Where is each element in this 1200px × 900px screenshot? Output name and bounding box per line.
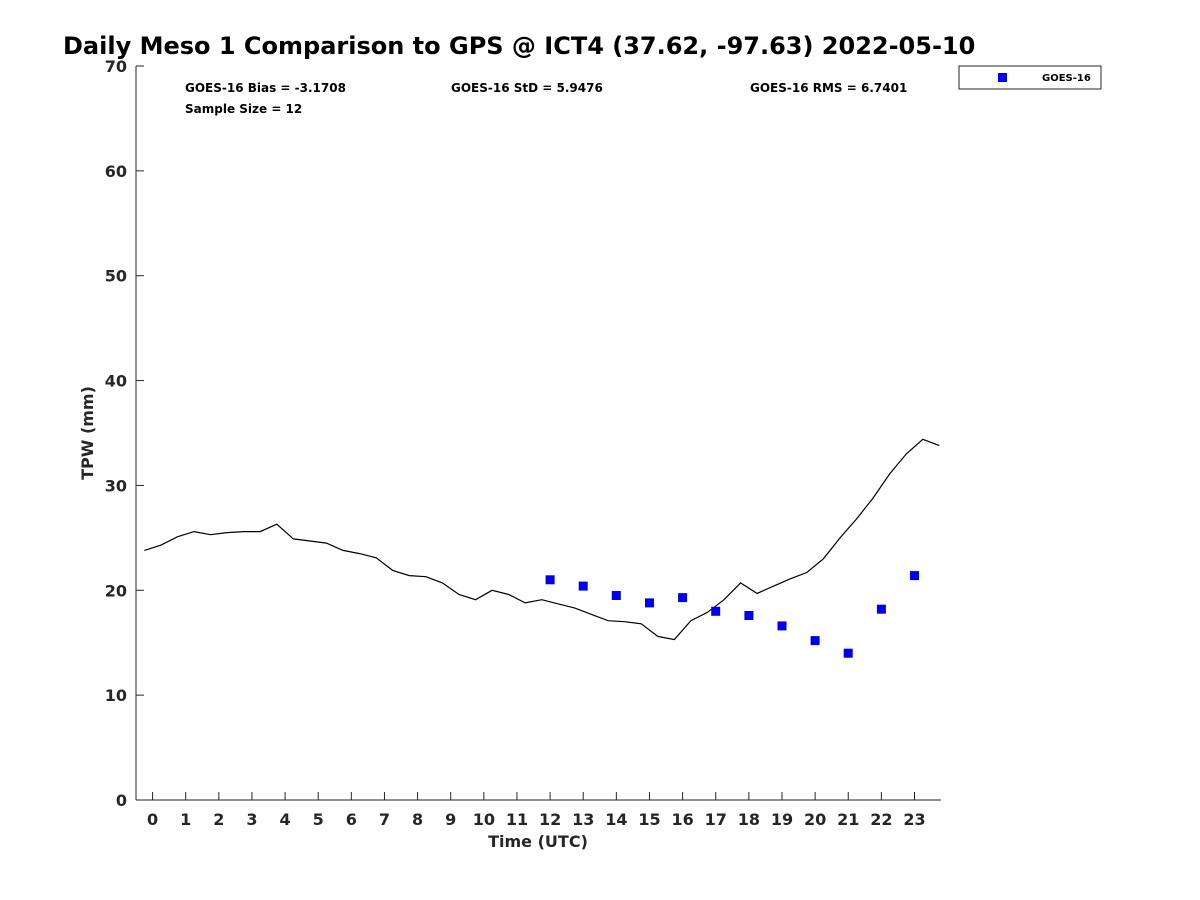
x-tick-label: 15	[638, 810, 660, 829]
legend-marker-goes16	[998, 73, 1007, 82]
goes16-point	[645, 598, 654, 608]
x-tick-label: 22	[870, 810, 892, 829]
x-tick-label: 11	[506, 810, 528, 829]
y-tick-label: 10	[105, 686, 127, 705]
goes16-point	[910, 571, 919, 581]
goes16-point	[545, 575, 555, 585]
x-tick-label: 5	[313, 810, 324, 829]
x-tick-label: 2	[213, 810, 224, 829]
stat-std: GOES-16 StD = 5.9476	[451, 81, 603, 95]
x-axis-label: Time (UTC)	[488, 832, 588, 851]
x-tick-label: 3	[246, 810, 257, 829]
x-tick-label: 19	[771, 810, 793, 829]
y-axis-ticks: 0 10 20 30 40 50 60 70	[105, 57, 144, 810]
y-tick-label: 50	[105, 267, 127, 286]
x-tick-label: 6	[346, 810, 357, 829]
y-tick-label: 0	[116, 791, 127, 810]
y-tick-label: 20	[105, 581, 127, 600]
x-tick-label: 18	[738, 810, 760, 829]
x-tick-label: 4	[280, 810, 291, 829]
goes16-point	[678, 593, 688, 603]
gps-tpw-line	[144, 438, 940, 641]
stat-sample-size: Sample Size = 12	[185, 102, 302, 116]
stat-rms: GOES-16 RMS = 6.7401	[750, 81, 907, 95]
goes16-point	[810, 636, 820, 646]
x-tick-label: 20	[804, 810, 826, 829]
x-tick-label: 7	[379, 810, 390, 829]
x-tick-label: 1	[180, 810, 191, 829]
goes16-point	[744, 611, 754, 620]
goes16-point	[876, 604, 886, 614]
x-tick-label: 23	[903, 810, 925, 829]
x-axis-ticks: 0 1 2 3 4 5 6 7 8 9 10 11 12 13 14 15 16 17 18 19 20 21 22 23	[147, 792, 926, 829]
x-tick-label: 13	[572, 810, 594, 829]
goes16-point	[611, 591, 621, 600]
y-axis-label: TPW (mm)	[78, 386, 97, 480]
goes16-point	[711, 606, 721, 616]
x-tick-label: 9	[445, 810, 456, 829]
y-tick-label: 60	[105, 162, 127, 181]
legend: GOES-16	[958, 65, 1102, 90]
goes16-point	[777, 621, 787, 631]
x-tick-label: 0	[147, 810, 158, 829]
y-tick-label: 40	[105, 372, 127, 391]
legend-box	[958, 65, 1102, 90]
x-tick-label: 16	[671, 810, 693, 829]
goes16-point	[843, 648, 853, 658]
legend-label-goes16: GOES-16	[1042, 73, 1091, 84]
x-tick-label: 8	[412, 810, 423, 829]
stat-bias: GOES-16 Bias = -3.1708	[185, 81, 346, 95]
goes16-point	[578, 581, 588, 591]
goes16-markers	[545, 571, 919, 658]
x-tick-label: 12	[539, 810, 561, 829]
x-tick-label: 17	[705, 810, 727, 829]
x-tick-label: 21	[837, 810, 859, 829]
y-tick-label: 30	[105, 476, 127, 495]
x-tick-label: 10	[473, 810, 495, 829]
y-tick-label: 70	[105, 57, 127, 76]
x-tick-label: 14	[605, 810, 627, 829]
chart-title: Daily Meso 1 Comparison to GPS @ ICT4 (3…	[63, 32, 975, 60]
